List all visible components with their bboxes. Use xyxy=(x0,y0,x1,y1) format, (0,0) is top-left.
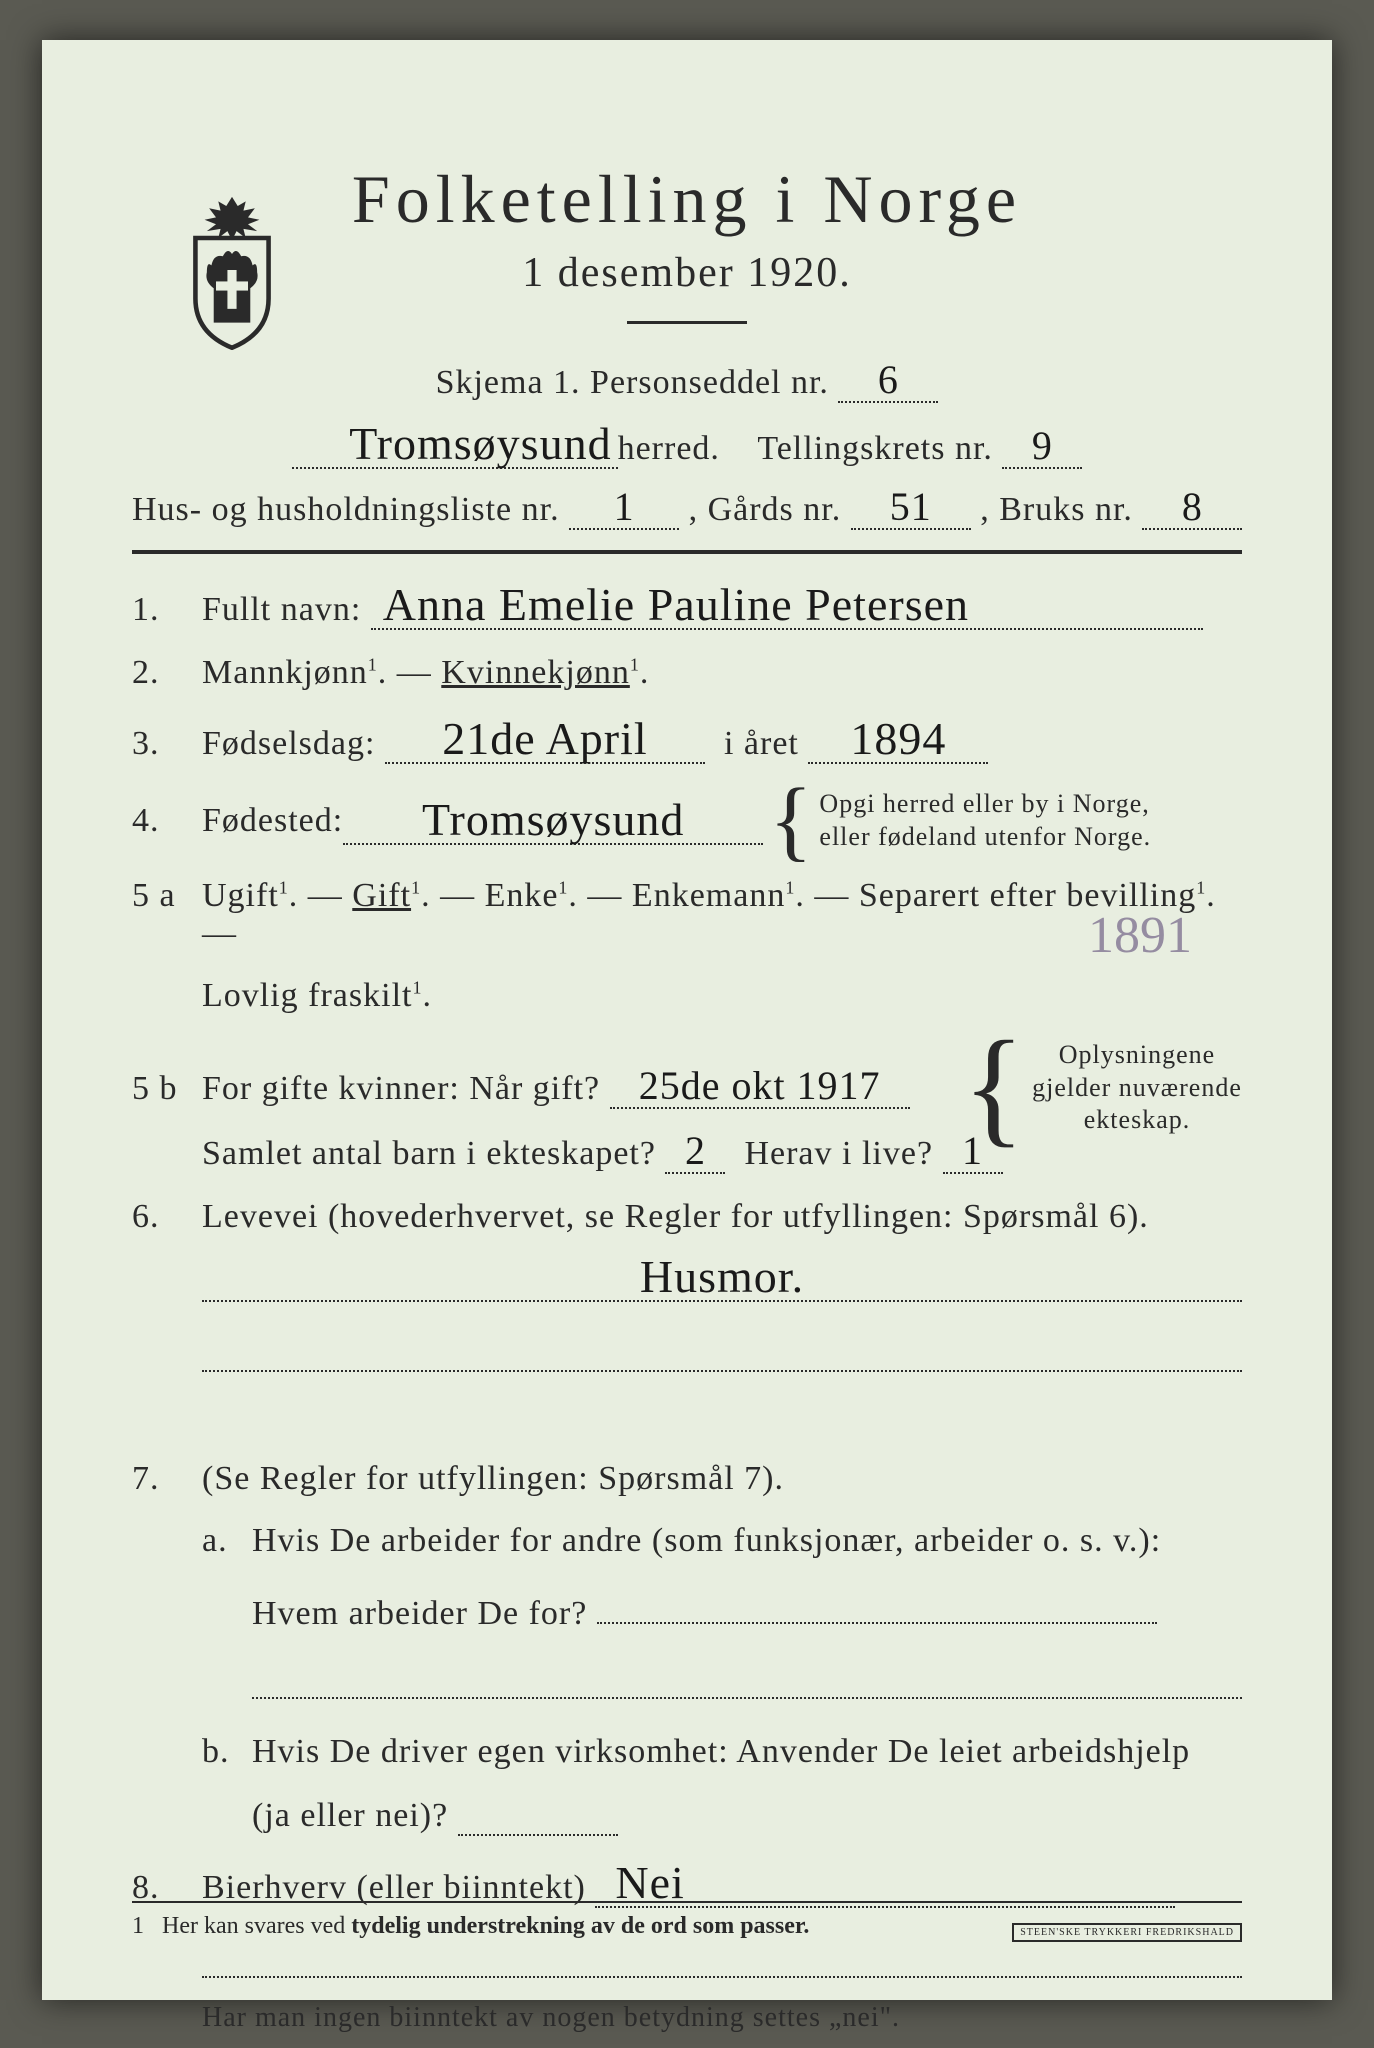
q5b-num: 5 b xyxy=(132,1070,202,1108)
q6-blank2 xyxy=(132,1326,1242,1372)
brace-icon: { xyxy=(769,798,813,843)
q2-num: 2. xyxy=(132,654,202,692)
q4-note: Opgi herred eller by i Norge, eller føde… xyxy=(819,788,1151,853)
q1-value: Anna Emelie Pauline Petersen xyxy=(383,582,969,628)
hus-nr: 1 xyxy=(614,487,635,527)
q2-kvinne: Kvinnekjønn xyxy=(441,654,630,691)
document-date: 1 desember 1920. xyxy=(132,249,1242,297)
q5a-enkemann: Enkemann xyxy=(632,877,785,914)
q7b-row: b. Hvis De driver egen virksomhet: Anven… xyxy=(132,1733,1242,1836)
q4-num: 4. xyxy=(132,802,202,840)
q7b-text2: (ja eller nei)? xyxy=(252,1797,448,1834)
q3-num: 3. xyxy=(132,725,202,763)
q5b-row: 5 b For gifte kvinner: Når gift? 25de ok… xyxy=(132,1039,1242,1137)
header: Folketelling i Norge 1 desember 1920. xyxy=(132,160,1242,324)
document-title: Folketelling i Norge xyxy=(132,160,1242,239)
q8-hint-row: Har man ingen biinntekt av nogen betydni… xyxy=(132,2002,1242,2034)
herred-suffix: herred. xyxy=(618,430,720,467)
q6-value-row: Husmor. xyxy=(132,1254,1242,1302)
footnote-num: 1 xyxy=(132,1913,144,1939)
q2-mann: Mannkjønn xyxy=(202,654,368,691)
q3-row: 3. Fødselsdag: 21de April i året 1894 xyxy=(132,716,1242,764)
bruks-nr: 8 xyxy=(1182,487,1203,527)
q3-year-label: i året xyxy=(724,725,799,762)
footnote-b: tydelig understrekning av de ord som pas… xyxy=(351,1913,809,1939)
q8-value: Nei xyxy=(615,1860,684,1906)
coat-of-arms-icon xyxy=(172,190,292,350)
title-divider xyxy=(627,321,747,324)
q5b-row2: Samlet antal barn i ekteskapet? 2 Herav … xyxy=(132,1131,1242,1174)
q3-year: 1894 xyxy=(850,716,946,762)
q4-row: 4. Fødested: Tromsøysund { Opgi herred e… xyxy=(132,788,1242,853)
q6-value: Husmor. xyxy=(640,1254,804,1300)
q1-row: 1. Fullt navn: Anna Emelie Pauline Peter… xyxy=(132,582,1242,630)
q5a-gift: Gift xyxy=(352,877,411,914)
personseddel-line: Skjema 1. Personseddel nr. 6 xyxy=(132,360,1242,403)
footer: 1 Her kan svares ved tydelig understrekn… xyxy=(132,1901,1242,1940)
q7-label: (Se Regler for utfyllingen: Spørsmål 7). xyxy=(202,1460,784,1497)
q1-num: 1. xyxy=(132,591,202,629)
q5b-when: 25de okt 1917 xyxy=(639,1066,881,1106)
q5a-num: 5 a xyxy=(132,877,202,915)
footnote-a: Her kan svares ved xyxy=(162,1913,351,1939)
q7a-text2: Hvem arbeider De for? xyxy=(252,1595,587,1632)
q5b-barn-label: Samlet antal barn i ekteskapet? xyxy=(202,1135,656,1172)
q4-label: Fødested: xyxy=(202,802,343,840)
q7a-text1: Hvis De arbeider for andre (som funksjon… xyxy=(252,1522,1242,1560)
q6-num: 6. xyxy=(132,1198,202,1236)
q5b-ilive: 1 xyxy=(962,1131,983,1171)
q6-row: 6. Levevei (hovederhvervet, se Regler fo… xyxy=(132,1198,1242,1236)
document-page: Folketelling i Norge 1 desember 1920. Sk… xyxy=(42,40,1332,2000)
hus-line: Hus- og husholdningsliste nr. 1 , Gårds … xyxy=(132,487,1242,530)
q5a-lovlig: Lovlig fraskilt xyxy=(202,977,412,1014)
skjema-label: Skjema 1. Personseddel nr. xyxy=(436,364,829,401)
q7b-label: b. xyxy=(202,1733,252,1836)
q7a-row: a. Hvis De arbeider for andre (som funks… xyxy=(132,1522,1242,1709)
rule-top xyxy=(132,550,1242,554)
q5a-row2: Lovlig fraskilt1. xyxy=(132,977,1242,1015)
printer-mark: STEEN'SKE TRYKKERI FREDRIKSHALD xyxy=(1012,1923,1242,1942)
herred-value: Tromsøysund xyxy=(349,421,611,467)
tellingskrets-label: Tellingskrets nr. xyxy=(757,430,993,467)
q7b-text1: Hvis De driver egen virksomhet: Anvender… xyxy=(252,1733,1242,1771)
gards-label: , Gårds nr. xyxy=(689,491,842,528)
pencil-annotation: 1891 xyxy=(1088,910,1192,962)
q5b-barn: 2 xyxy=(685,1131,706,1171)
q5a-row: 5 a Ugift1. — Gift1. — Enke1. — Enkemann… xyxy=(132,877,1242,953)
q8-label: Bierhverv (eller biinntekt) xyxy=(202,1869,586,1906)
q5b-ilive-label: Herav i live? xyxy=(744,1135,933,1172)
personseddel-nr: 6 xyxy=(878,360,899,400)
sup: 1 xyxy=(368,655,378,675)
bruks-label: , Bruks nr. xyxy=(980,491,1133,528)
q1-label: Fullt navn: xyxy=(202,591,361,628)
q3-day: 21de April xyxy=(442,716,647,762)
q5a-ugift: Ugift xyxy=(202,877,279,914)
q7a-label: a. xyxy=(202,1522,252,1709)
tellingskrets-nr: 9 xyxy=(1032,426,1053,466)
q7-row: 7. (Se Regler for utfyllingen: Spørsmål … xyxy=(132,1460,1242,1498)
q7-num: 7. xyxy=(132,1460,202,1498)
hus-label: Hus- og husholdningsliste nr. xyxy=(132,491,560,528)
brace-icon: { xyxy=(963,1055,1026,1120)
q5b-note: Oplysningene gjelder nuværende ekteskap. xyxy=(1032,1039,1242,1137)
q8-hint: Har man ingen biinntekt av nogen betydni… xyxy=(202,2002,1242,2034)
q5b-label: For gifte kvinner: Når gift? xyxy=(202,1070,600,1107)
q5a-enke: Enke xyxy=(485,877,559,914)
q2-row: 2. Mannkjønn1. — Kvinnekjønn1. xyxy=(132,654,1242,692)
q3-label: Fødselsdag: xyxy=(202,725,375,762)
herred-line: Tromsøysundherred. Tellingskrets nr. 9 xyxy=(132,421,1242,469)
q4-value: Tromsøysund xyxy=(422,797,684,843)
gards-nr: 51 xyxy=(890,487,932,527)
q6-label: Levevei (hovederhvervet, se Regler for u… xyxy=(202,1198,1149,1235)
